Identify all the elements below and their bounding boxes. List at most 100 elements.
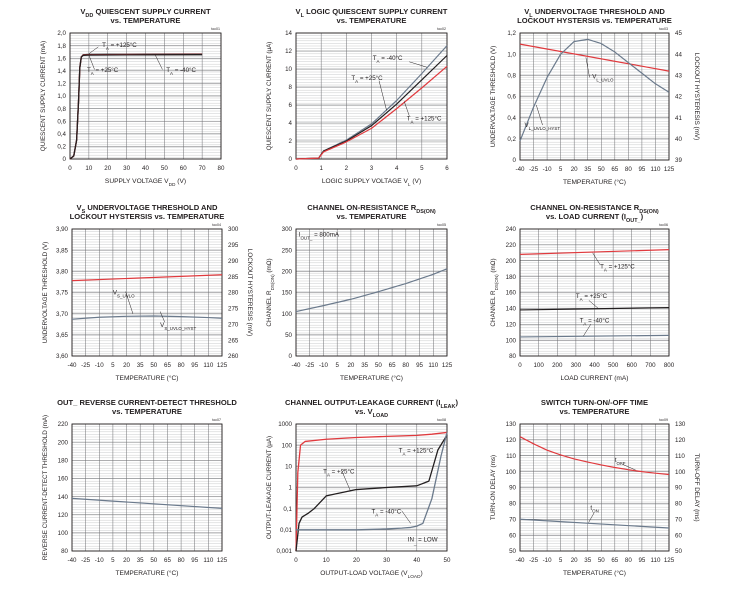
y-tick-label: 140 <box>58 494 69 501</box>
x-tick-label: -10 <box>95 557 105 564</box>
y-tick-label: 70 <box>509 516 516 523</box>
figure-tag: toc04 <box>212 223 221 227</box>
y-tick-label: 14 <box>285 30 292 37</box>
annotation-label: TA = +125°C <box>399 448 434 457</box>
y2-axis-label: LOCKOUT HYSTERESIS (mV) <box>246 249 253 336</box>
y-tick-label: 180 <box>58 457 69 464</box>
y-tick-label: 50 <box>285 332 292 339</box>
y-axis-label: OUTPUT-LEAKAGE CURRENT (µA) <box>266 436 273 539</box>
y-tick-label: 150 <box>282 290 293 297</box>
y-tick-label: 0,01 <box>280 527 293 534</box>
y-tick-label: 12 <box>285 48 292 55</box>
annotation-pointer <box>88 46 99 54</box>
series-line-1 <box>295 268 448 313</box>
x-tick-label: 700 <box>645 362 656 369</box>
x-tick-label: 3 <box>370 165 374 172</box>
x-tick-label: -40 <box>516 557 526 564</box>
x-tick-label: 95 <box>638 557 645 564</box>
y-tick-label: 110 <box>506 453 516 460</box>
series-line-2 <box>519 518 670 529</box>
y-tick-label: 0 <box>289 353 293 360</box>
annotation-label: TA = +25°C <box>576 293 608 302</box>
x-tick-label: 125 <box>217 362 228 369</box>
y-tick-label: 180 <box>506 274 517 281</box>
annotation-pointer <box>88 54 95 70</box>
figure-tag: toc09 <box>659 418 668 422</box>
x-tick-label: -10 <box>543 557 553 564</box>
series-line-3 <box>69 54 203 160</box>
figure-tag: toc02 <box>437 27 446 31</box>
y2-tick-label: 110 <box>675 453 685 460</box>
x-tick-label: 40 <box>413 557 420 564</box>
y2-tick-label: 120 <box>675 437 686 444</box>
figure-tag: toc03 <box>659 27 668 31</box>
y-tick-label: 100 <box>282 311 293 318</box>
y-axis-label: UNDERVOLTAGE THRESHOLD (V) <box>490 46 497 148</box>
chart-title: VDD QUIESCENT SUPPLY CURRENT <box>80 7 211 19</box>
series-line-1 <box>519 436 670 476</box>
y-tick-label: 80 <box>61 548 68 555</box>
x-tick-label: 400 <box>589 362 600 369</box>
series-line-2 <box>295 434 448 552</box>
annotation-label: TA = -40°C <box>372 508 402 517</box>
x-axis-label: LOGIC SUPPLY VOLTAGE VL (V) <box>322 178 421 188</box>
y2-tick-label: 44 <box>675 51 682 58</box>
x-tick-label: 0 <box>294 557 298 564</box>
y2-tick-label: 265 <box>228 337 239 344</box>
figure-tag: toc06 <box>659 223 668 227</box>
annotation-pointer <box>585 57 590 78</box>
series-line-3 <box>519 334 670 338</box>
chart-panel-toc06: 0 100 200 300 400 500 600 700 800 80 100 120 140 160 1… <box>490 203 675 382</box>
y-tick-label: 1,2 <box>57 81 66 88</box>
x-tick-label: 40 <box>142 165 149 172</box>
x-tick-label: 80 <box>178 362 185 369</box>
y-tick-label: 1,2 <box>507 30 516 37</box>
plot-frame <box>519 228 670 357</box>
annotation-pointer <box>341 469 351 491</box>
x-tick-label: 100 <box>533 362 544 369</box>
x-tick-label: 600 <box>627 362 638 369</box>
x-tick-label: 6 <box>445 165 449 172</box>
y-tick-label: 0,2 <box>507 136 516 143</box>
chart-title: vs. LOAD CURRENT (IOUT_) <box>546 212 644 224</box>
y2-tick-label: 40 <box>675 136 682 143</box>
series-line-1 <box>519 43 670 72</box>
annotation-pointer <box>154 54 163 70</box>
annotation-label: IOUT_ = 800mA <box>299 232 340 241</box>
chart-title: vs. TEMPERATURE <box>112 407 182 416</box>
grid-lines <box>295 228 448 357</box>
x-tick-label: 1 <box>319 165 323 172</box>
chart-title: CHANNEL OUTPUT-LEAKAGE CURRENT (ILEAK) <box>285 398 458 410</box>
annotation-label: tOFF <box>615 457 626 466</box>
x-tick-label: 5 <box>111 362 115 369</box>
x-tick-label: 50 <box>598 557 605 564</box>
annotation-pointer <box>536 104 543 126</box>
y-tick-label: 3,90 <box>56 226 69 233</box>
figure-tag: toc05 <box>437 223 446 227</box>
x-tick-label: 800 <box>664 362 675 369</box>
chart-panel-toc01: 0 10 20 30 40 50 60 70 80 0 0,2 0,4 0,6 0,8 1,0 1,2 1,4 1… <box>40 7 225 188</box>
x-tick-label: -40 <box>68 557 78 564</box>
x-tick-label: 50 <box>598 166 605 173</box>
x-tick-label: 80 <box>625 557 632 564</box>
y-tick-label: 100 <box>282 442 293 449</box>
x-tick-label: -25 <box>81 362 91 369</box>
annotation-pointer <box>621 463 636 471</box>
x-tick-label: 50 <box>444 557 451 564</box>
y-tick-label: 300 <box>282 226 293 233</box>
x-tick-label: 35 <box>137 557 144 564</box>
y-tick-label: 120 <box>506 437 517 444</box>
y-tick-label: 220 <box>506 242 517 249</box>
annotation-label: TA = -40°C <box>373 55 403 64</box>
y-tick-label: 0,2 <box>57 144 66 151</box>
x-tick-label: 5 <box>559 166 563 173</box>
y-tick-label: 2,0 <box>57 30 66 37</box>
y-tick-label: 0 <box>289 156 293 163</box>
x-tick-label: 95 <box>191 557 198 564</box>
y2-tick-label: 280 <box>228 290 239 297</box>
chart-title: VL LOGIC QUIESCENT SUPPLY CURRENT <box>296 7 448 19</box>
y2-tick-label: 43 <box>675 73 682 80</box>
y2-axis-label: LOCKOUT HYSTERESIS (mV) <box>693 53 700 140</box>
x-tick-label: 80 <box>625 166 632 173</box>
